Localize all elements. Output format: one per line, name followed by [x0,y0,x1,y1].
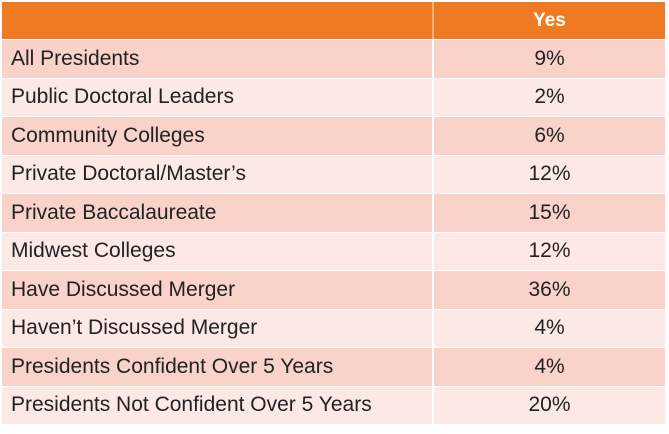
row-label: Presidents Not Confident Over 5 Years [2,386,434,424]
table-row: Have Discussed Merger 36% [2,271,665,310]
row-label: Have Discussed Merger [2,271,434,309]
table-row: Haven’t Discussed Merger 4% [2,309,665,348]
row-value: 15% [528,200,571,224]
table-row: Private Doctoral/Master’s 12% [2,155,665,194]
row-label: Community Colleges [2,117,434,155]
row-value: 20% [528,393,571,417]
row-label: Private Doctoral/Master’s [2,155,434,193]
row-label: Presidents Confident Over 5 Years [2,348,434,386]
row-value: 9% [534,46,565,70]
header-yes-cell: Yes [533,9,566,31]
row-value: 12% [528,239,571,263]
row-value: 6% [534,123,565,147]
row-label: Private Baccalaureate [2,194,434,232]
table-row: All Presidents 9% [2,40,665,79]
header-label-cell [2,2,434,39]
row-label: Haven’t Discussed Merger [2,309,434,347]
row-label: All Presidents [2,40,434,78]
table-row: Presidents Confident Over 5 Years 4% [2,348,665,387]
row-label: Midwest Colleges [2,232,434,270]
table-row: Public Doctoral Leaders 2% [2,78,665,117]
table-row: Presidents Not Confident Over 5 Years 20… [2,386,665,425]
row-value: 4% [534,316,565,340]
row-value: 12% [528,162,571,186]
row-value: 2% [534,85,565,109]
row-value: 4% [534,354,565,378]
table-header-row: Yes [2,2,665,40]
table-row: Community Colleges 6% [2,117,665,156]
table-row: Midwest Colleges 12% [2,232,665,271]
row-label: Public Doctoral Leaders [2,78,434,116]
row-value: 36% [528,277,571,301]
table-row: Private Baccalaureate 15% [2,194,665,233]
results-table: Yes All Presidents 9% Public Doctoral Le… [2,2,665,425]
